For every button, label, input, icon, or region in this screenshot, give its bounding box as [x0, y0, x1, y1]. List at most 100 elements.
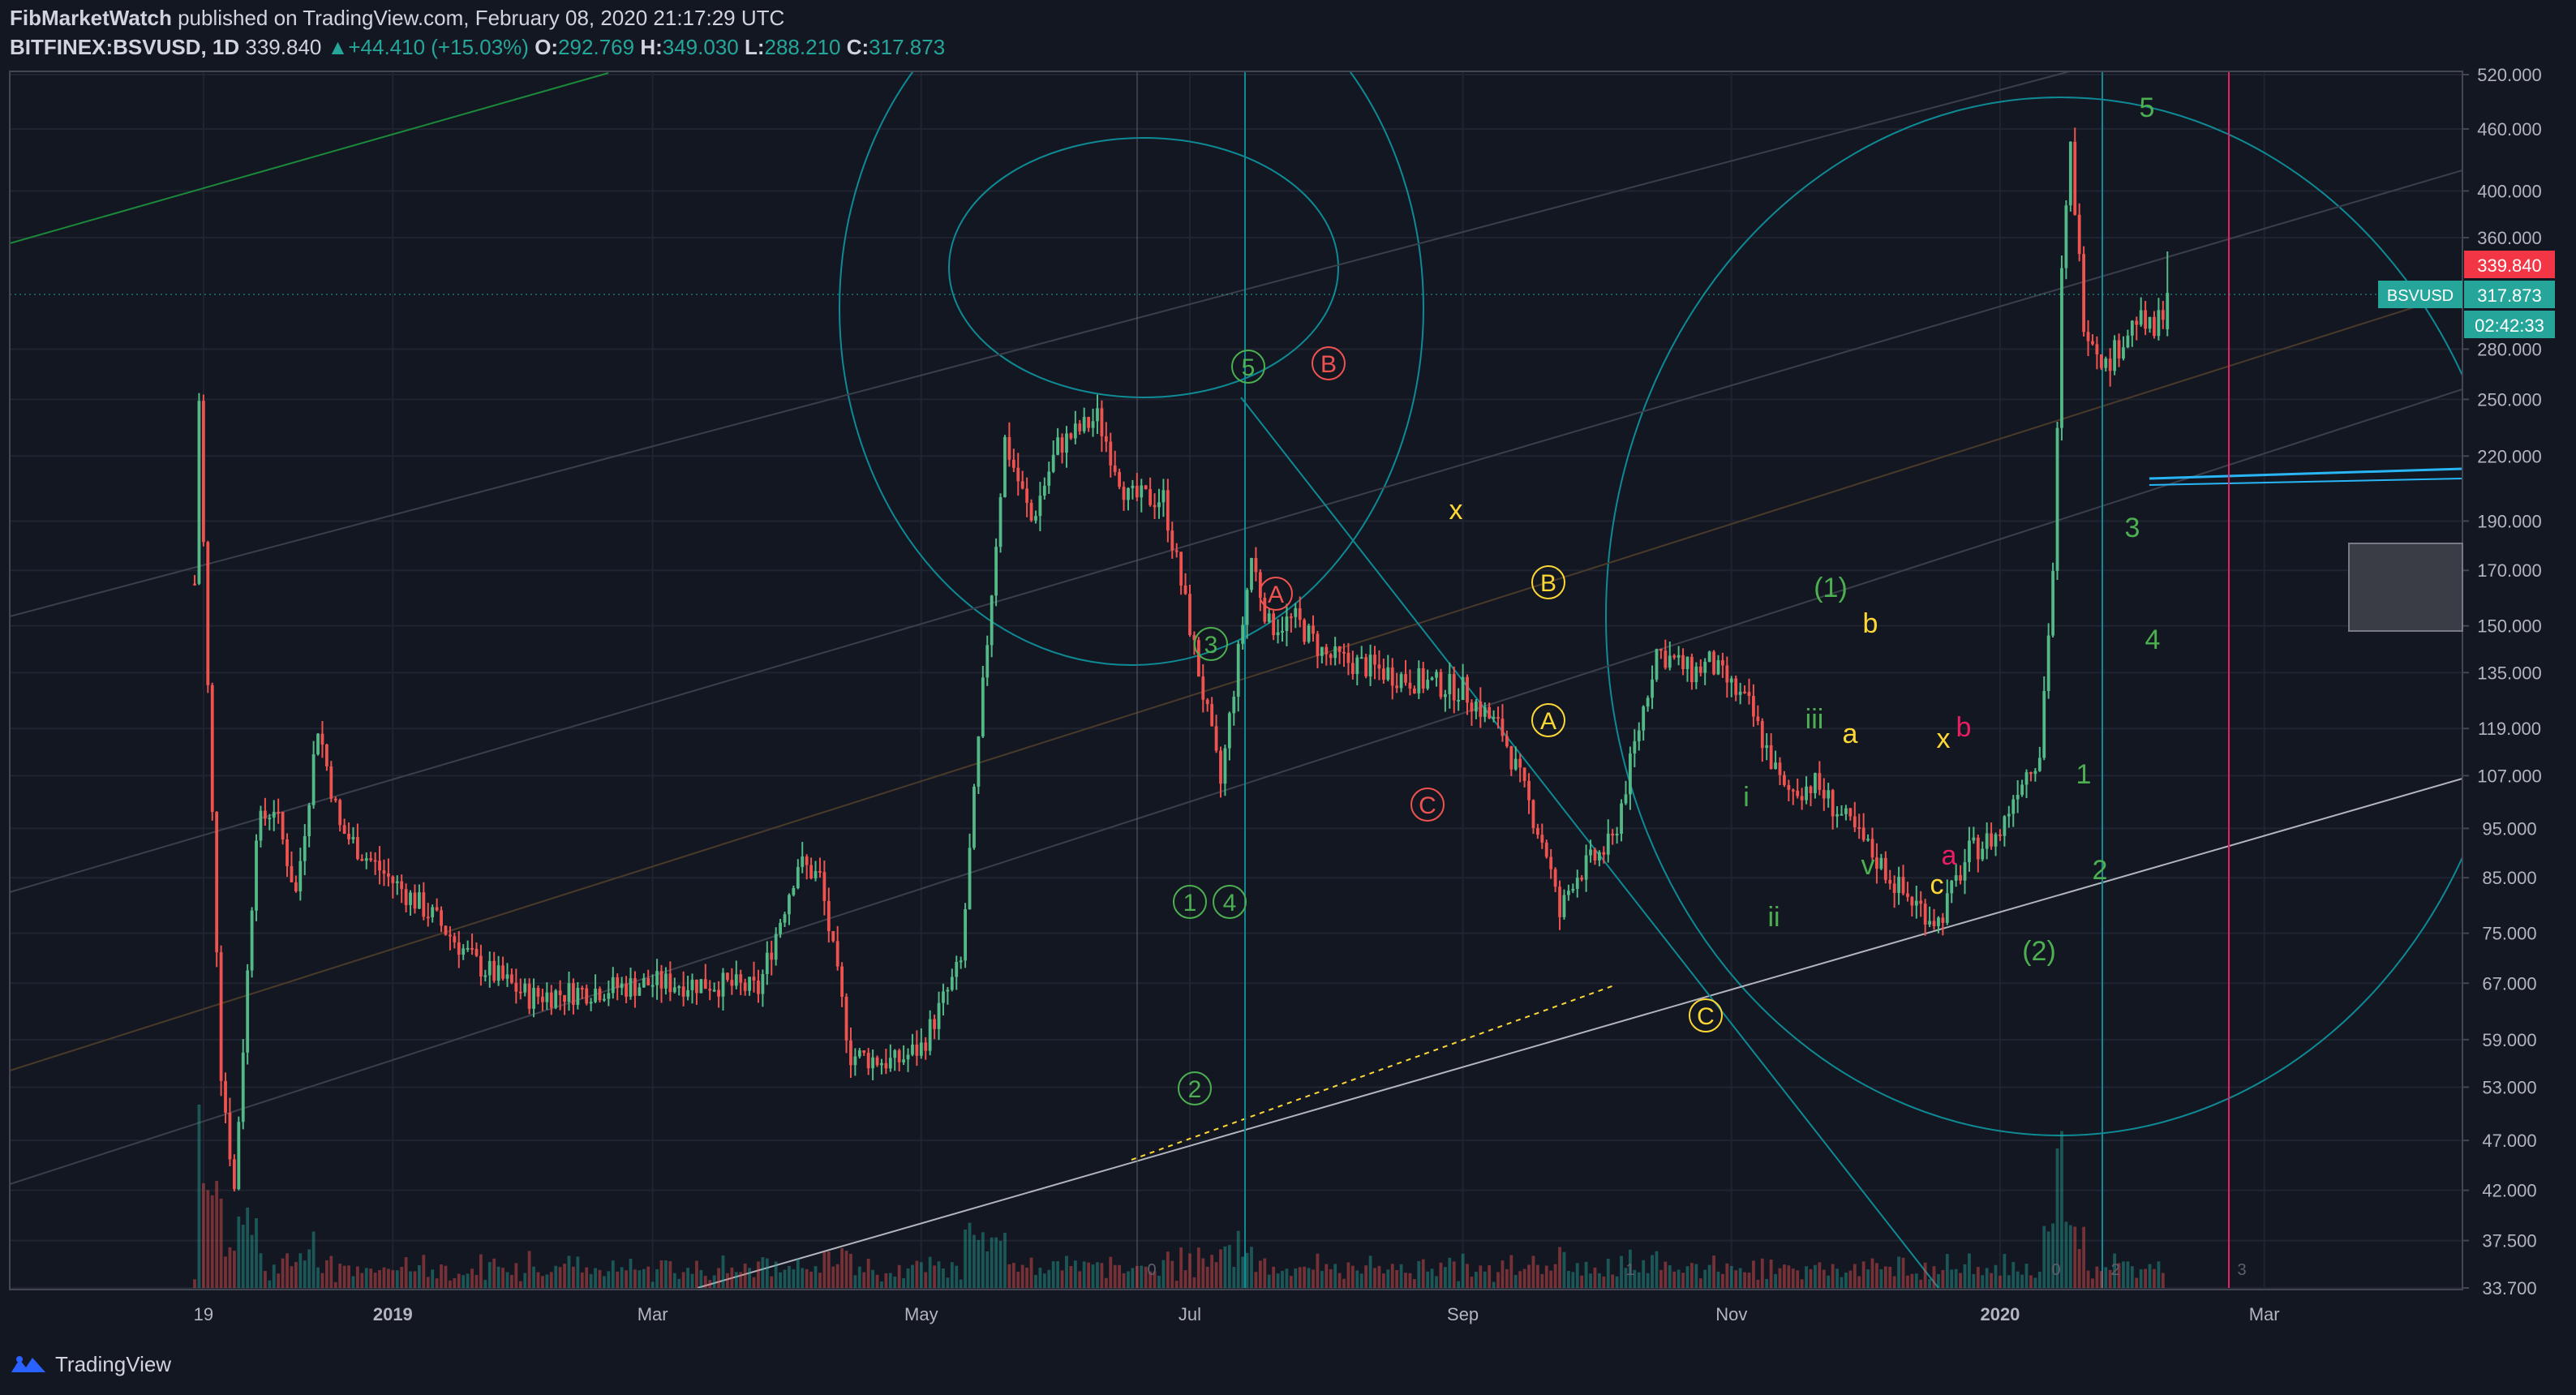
volume-bar [1990, 1273, 1993, 1288]
wave-label-box[interactable] [2348, 543, 2463, 632]
wave-label[interactable]: 4 [2145, 625, 2161, 655]
wave-label[interactable]: 5 [2140, 92, 2155, 123]
candle [1664, 650, 1668, 668]
wave-label[interactable]: 2 [2093, 855, 2108, 886]
candle [994, 547, 998, 596]
channel-line[interactable] [10, 291, 2462, 1071]
wave-label[interactable]: 1 [1173, 885, 1207, 919]
support-line[interactable] [697, 778, 2462, 1288]
candle [457, 942, 461, 955]
candle [1232, 697, 1236, 714]
volume-bar [1945, 1254, 1949, 1288]
volume-bar [316, 1267, 320, 1288]
candle [1765, 745, 1769, 749]
tradingview-logo-icon[interactable] [10, 1353, 47, 1376]
candle [770, 952, 774, 960]
candle [536, 988, 540, 997]
y-tick-label: 190.000 [2477, 511, 2542, 531]
candle [831, 931, 835, 942]
volume-bar [382, 1267, 386, 1288]
fib-circle-large[interactable] [839, 0, 1424, 666]
volume-bar [1910, 1273, 1914, 1288]
volume-bar [453, 1277, 457, 1288]
wave-label[interactable]: C [1689, 998, 1723, 1032]
candle [1131, 485, 1135, 488]
wave-label[interactable]: (2) [2022, 936, 2056, 967]
x-axis[interactable]: 19 2019 Mar May Jul Sep Nov 2020 Mar [194, 1304, 2280, 1324]
footer-brand[interactable]: TradingView [55, 1351, 172, 1376]
candle [1205, 699, 1209, 705]
wave-text: (2) [2022, 936, 2056, 967]
volume-bar [1492, 1281, 1496, 1288]
volume-bar [1892, 1276, 1896, 1288]
wave-label[interactable]: A [1259, 577, 1293, 611]
candle [1188, 594, 1191, 636]
volume-bar [286, 1253, 289, 1288]
y-tick-label: 75.000 [2482, 924, 2536, 944]
wave-label[interactable]: 4 [1213, 885, 1247, 919]
wave-label[interactable]: 3 [1194, 627, 1228, 661]
wave-label[interactable]: (1) [1814, 573, 1848, 603]
wave-label[interactable]: B [1531, 565, 1565, 599]
wave-label[interactable]: x [1449, 495, 1463, 526]
candle [1527, 780, 1531, 801]
candle [928, 1019, 932, 1051]
wave-label[interactable]: C [1410, 788, 1445, 822]
trend-line-green[interactable] [10, 72, 609, 244]
candle [479, 955, 483, 976]
candle [862, 1050, 866, 1054]
y-axis[interactable]: 520.000 460.000 400.000 360.000 280.000 250.0… [2462, 65, 2542, 1298]
candle [1620, 803, 1623, 834]
candle [796, 866, 800, 888]
volume-bar [633, 1269, 637, 1288]
wave-label[interactable]: b [1956, 712, 1972, 743]
wave-label[interactable]: B [1312, 346, 1346, 380]
wave-label[interactable]: 5 [1231, 350, 1265, 384]
wave-label[interactable]: A [1531, 703, 1565, 737]
wave-label[interactable]: a [1843, 719, 1858, 749]
wave-label[interactable]: v [1861, 850, 1875, 881]
horizontal-ray[interactable] [2149, 478, 2462, 486]
wave-label[interactable]: a [1942, 840, 1957, 871]
published-text: published on TradingView.com, February 0… [178, 6, 785, 30]
volume-bar [1263, 1258, 1267, 1288]
volume-bar [1589, 1273, 1592, 1288]
volume-bar [2126, 1261, 2130, 1288]
wave-label[interactable]: iii [1805, 704, 1824, 735]
fib-circle-small[interactable] [948, 137, 1339, 398]
horizontal-ray[interactable] [2149, 467, 2462, 480]
dashed-trend-line[interactable] [1131, 985, 1615, 1161]
symbol-tag-label: BSVUSD [2387, 287, 2454, 305]
wave-text: (1) [1814, 573, 1848, 603]
volume-bar [572, 1266, 575, 1288]
y-tick-label: 95.000 [2482, 818, 2536, 839]
wave-label[interactable]: 2 [1178, 1071, 1212, 1105]
wave-circle [1531, 703, 1565, 737]
wave-label[interactable]: 3 [2125, 513, 2140, 543]
candle [757, 981, 760, 994]
wave-label[interactable]: b [1863, 608, 1878, 639]
volume-label: 2 [2110, 1261, 2119, 1279]
wave-label[interactable]: x [1937, 723, 1951, 754]
candle [462, 948, 466, 955]
wave-circle [1178, 1071, 1212, 1105]
diagonal-line[interactable] [1240, 397, 1939, 1288]
fib-circle-right[interactable] [1605, 97, 2514, 1136]
wave-label[interactable]: i [1743, 782, 1750, 813]
wave-circle [1689, 998, 1723, 1032]
author-name[interactable]: FibMarketWatch [10, 6, 172, 30]
candle [880, 1062, 883, 1066]
channel-line[interactable] [10, 388, 2462, 1185]
channel-line[interactable] [10, 170, 2462, 893]
candle [1659, 649, 1663, 651]
wave-label[interactable]: c [1930, 869, 1944, 900]
volume-bar [413, 1271, 417, 1288]
wave-label[interactable]: ii [1767, 902, 1780, 933]
wave-label[interactable]: 1 [2076, 759, 2092, 790]
volume-bar [1337, 1273, 1342, 1288]
volume-bar [1729, 1265, 1733, 1288]
y-tick-label: 317.873 [2477, 285, 2542, 306]
channel-line[interactable] [10, 0, 2462, 617]
volume-bar [1698, 1278, 1702, 1288]
